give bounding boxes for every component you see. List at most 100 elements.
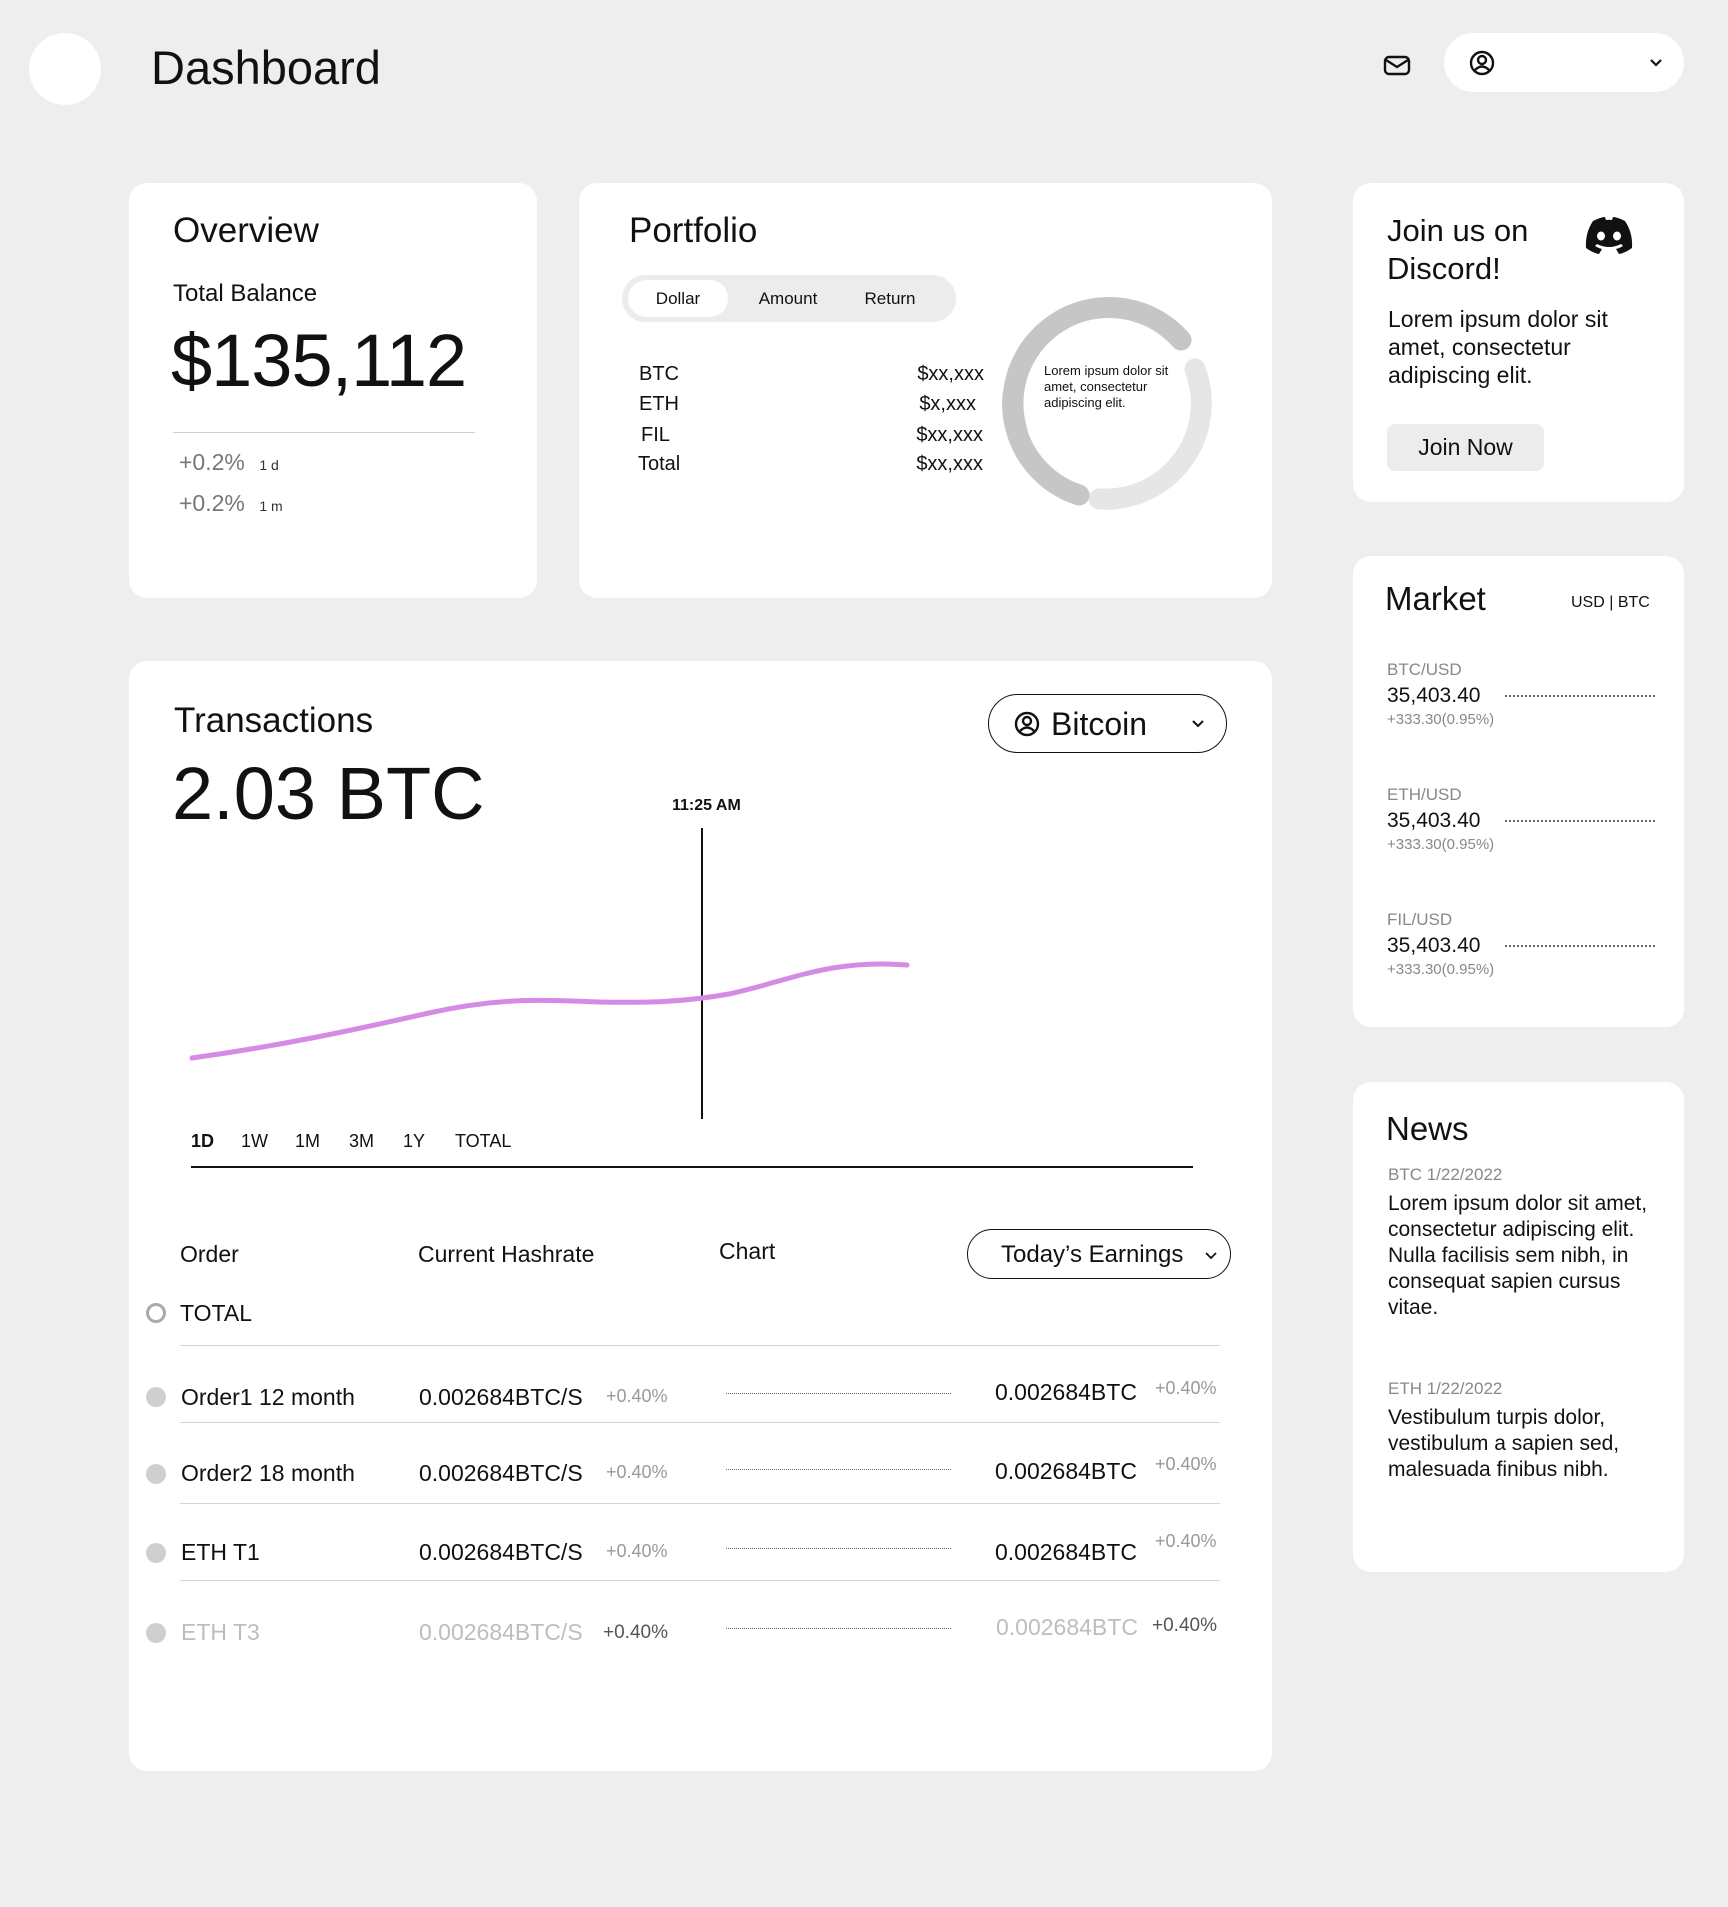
hashrate-value: 0.002684BTC/S	[419, 1619, 583, 1645]
row-status-dot	[146, 1464, 166, 1484]
change-period: 1 d	[259, 457, 279, 473]
range-tab-3m[interactable]: 3M	[349, 1131, 375, 1151]
table-row[interactable]: Order1 12 month 0.002684BTC/S +0.40% 0.0…	[129, 1361, 1272, 1437]
table-row[interactable]: ETH T3 0.002684BTC/S +0.40% 0.002684BTC …	[129, 1597, 1272, 1673]
divider	[173, 432, 475, 433]
overview-card: Overview Total Balance $135,112 +0.2% 1 …	[129, 183, 537, 598]
news-item[interactable]: ETH 1/22/2022 Vestibulum turpis dolor, v…	[1388, 1379, 1658, 1483]
table-row[interactable]: Order2 18 month 0.002684BTC/S +0.40% 0.0…	[129, 1438, 1272, 1514]
portfolio-donut: Lorem ipsum dolor sit amet, consectetur …	[987, 283, 1227, 523]
transactions-card: Transactions 2.03 BTC Bitcoin 11:25 AM 1…	[129, 661, 1272, 1771]
price-line	[189, 961, 910, 1061]
row-divider	[180, 1503, 1220, 1504]
market-pair-btc[interactable]: BTC/USD 35,403.40 +333.30(0.95%)	[1387, 660, 1657, 730]
join-now-button[interactable]: Join Now	[1387, 424, 1544, 471]
table-row[interactable]: ETH T1 0.002684BTC/S +0.40% 0.002684BTC …	[129, 1517, 1272, 1593]
total-balance-label: Total Balance	[173, 280, 318, 307]
account-dropdown[interactable]	[1444, 33, 1684, 92]
row-divider	[180, 1345, 1220, 1346]
pair-sparkline	[1505, 695, 1655, 697]
transactions-line-chart	[189, 961, 910, 1061]
discord-icon	[1583, 215, 1635, 255]
pair-sparkline	[1505, 820, 1655, 822]
logo-placeholder[interactable]	[29, 33, 101, 105]
pair-price: 35,403.40	[1387, 684, 1481, 707]
pair-name: FIL/USD	[1387, 910, 1453, 929]
change-value: +0.2%	[179, 449, 245, 475]
tab-dollar[interactable]: Dollar	[628, 280, 728, 317]
column-header-chart: Chart	[719, 1238, 776, 1264]
asset-value: $xx,xxx	[916, 424, 983, 446]
row-divider	[180, 1422, 1220, 1423]
discord-body: Lorem ipsum dolor sit amet, consectetur …	[1388, 306, 1608, 388]
row-status-dot	[146, 1543, 166, 1563]
row-status-dot	[146, 1623, 166, 1643]
chart-cursor-line[interactable]	[701, 828, 703, 1119]
pair-name: ETH/USD	[1387, 785, 1462, 804]
currency-toggle[interactable]: USD | BTC	[1571, 594, 1650, 611]
cursor-time-label: 11:25 AM	[672, 797, 741, 814]
news-meta: BTC 1/22/2022	[1388, 1165, 1503, 1184]
market-title: Market	[1385, 580, 1486, 617]
earnings-change: +0.40%	[1155, 1454, 1217, 1474]
change-row-1m: +0.2% 1 m	[179, 490, 283, 517]
pair-name: BTC/USD	[1387, 660, 1462, 679]
overview-title: Overview	[173, 211, 319, 250]
hashrate-change: +0.40%	[603, 1622, 668, 1643]
earnings-select[interactable]: Today’s Earnings	[967, 1229, 1231, 1279]
hashrate-change: +0.40%	[606, 1386, 668, 1406]
total-radio[interactable]	[146, 1303, 166, 1323]
asset-value: $xx,xxx	[916, 453, 983, 475]
asset-name: Total	[638, 453, 681, 475]
mail-icon[interactable]	[1382, 50, 1412, 80]
change-row-1d: +0.2% 1 d	[179, 449, 279, 476]
market-pair-fil[interactable]: FIL/USD 35,403.40 +333.30(0.95%)	[1387, 910, 1657, 980]
earnings-select-label: Today’s Earnings	[1001, 1241, 1184, 1268]
order-name: Order2 18 month	[181, 1460, 355, 1486]
asset-value: $x,xxx	[919, 393, 976, 415]
row-sparkline	[726, 1393, 951, 1394]
order-name: Order1 12 month	[181, 1384, 355, 1410]
hashrate-value: 0.002684BTC/S	[419, 1384, 583, 1410]
change-period: 1 m	[259, 498, 283, 514]
tab-return[interactable]: Return	[864, 289, 916, 308]
portfolio-card: Portfolio Dollar Amount Return BTC $xx,x…	[579, 183, 1272, 598]
chevron-down-icon	[1648, 55, 1664, 71]
asset-name: BTC	[639, 363, 679, 385]
page-title: Dashboard	[151, 41, 381, 94]
hashrate-change: +0.40%	[606, 1462, 668, 1482]
user-circle-icon	[1013, 710, 1041, 738]
row-sparkline	[726, 1469, 951, 1470]
pair-price: 35,403.40	[1387, 809, 1481, 832]
range-tab-total[interactable]: TOTAL	[455, 1131, 512, 1151]
earnings-value: 0.002684BTC	[995, 1379, 1137, 1405]
row-divider	[180, 1580, 1220, 1581]
asset-value: $xx,xxx	[917, 363, 984, 385]
range-tab-1y[interactable]: 1Y	[403, 1131, 426, 1151]
news-text: Lorem ipsum dolor sit amet, consectetur …	[1388, 1192, 1648, 1319]
row-sparkline	[726, 1628, 951, 1629]
asset-name: ETH	[639, 393, 679, 415]
range-tab-1w[interactable]: 1W	[241, 1131, 268, 1151]
hashrate-change: +0.40%	[606, 1541, 668, 1561]
range-tab-1m[interactable]: 1M	[295, 1131, 321, 1151]
market-card: Market USD | BTC BTC/USD 35,403.40 +333.…	[1353, 556, 1684, 1027]
tab-amount[interactable]: Amount	[758, 289, 818, 308]
portfolio-row-fil: FIL $xx,xxx	[641, 424, 983, 447]
market-pair-eth[interactable]: ETH/USD 35,403.40 +333.30(0.95%)	[1387, 785, 1657, 855]
news-meta: ETH 1/22/2022	[1388, 1379, 1503, 1398]
column-header-order: Order	[180, 1241, 239, 1267]
range-tab-1d[interactable]: 1D	[191, 1131, 215, 1151]
news-title: News	[1386, 1110, 1469, 1147]
total-label: TOTAL	[180, 1300, 252, 1326]
news-item[interactable]: BTC 1/22/2022 Lorem ipsum dolor sit amet…	[1388, 1165, 1658, 1321]
portfolio-title: Portfolio	[629, 211, 758, 250]
coin-select-label: Bitcoin	[1051, 706, 1148, 742]
total-balance-value: $135,112	[171, 319, 467, 402]
pair-change: +333.30(0.95%)	[1387, 836, 1495, 853]
portfolio-row-total: Total $xx,xxx	[638, 453, 983, 476]
order-name: ETH T3	[181, 1619, 260, 1645]
transactions-title: Transactions	[174, 701, 374, 740]
hashrate-value: 0.002684BTC/S	[419, 1460, 583, 1486]
coin-select[interactable]: Bitcoin	[988, 694, 1227, 753]
